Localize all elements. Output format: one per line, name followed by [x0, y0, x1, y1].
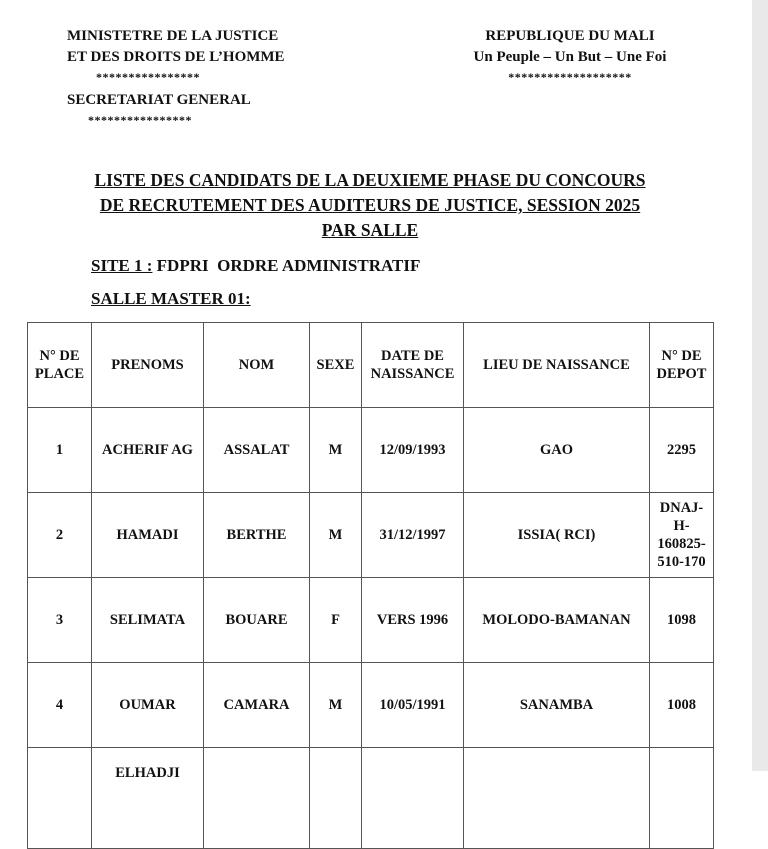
table-row: 1 ACHERIF AG ASSALAT M 12/09/1993 GAO 2295	[27, 407, 714, 493]
cell-prenoms-text: ELHADJI	[115, 765, 180, 781]
cell-sexe: M	[309, 662, 362, 748]
cell-prenoms: ELHADJI	[91, 747, 204, 849]
cell-depot	[649, 747, 714, 849]
cell-prenoms: OUMAR	[91, 662, 204, 748]
cell-depot: 1098	[649, 577, 714, 663]
cell-place: 4	[27, 662, 92, 748]
cell-sexe: M	[309, 492, 362, 578]
ministry-name-line2: ET DES DROITS DE L’HOMME	[67, 49, 285, 65]
cell-nom: BOUARE	[203, 577, 310, 663]
republic-motto: Un Peuple – Un But – Une Foi	[473, 49, 667, 65]
cell-date: VERS 1996	[361, 577, 464, 663]
table-row: ELHADJI	[27, 747, 714, 849]
col-lieu: LIEU DE NAISSANCE	[463, 322, 650, 408]
document-title: LISTE DES CANDIDATS DE LA DEUXIEME PHASE…	[0, 168, 740, 243]
col-prenoms: PRENOMS	[91, 322, 204, 408]
cell-depot: 1008	[649, 662, 714, 748]
cell-date: 10/05/1991	[361, 662, 464, 748]
cell-sexe: F	[309, 577, 362, 663]
site-label: SITE 1 :	[91, 256, 153, 275]
col-date: DATE DE NAISSANCE	[361, 322, 464, 408]
cell-place: 2	[27, 492, 92, 578]
cell-nom: ASSALAT	[203, 407, 310, 493]
col-nom: NOM	[203, 322, 310, 408]
col-place: N° DE PLACE	[27, 322, 92, 408]
ministry-name-line1: MINISTETRE DE LA JUSTICE	[67, 28, 279, 44]
candidates-table: N° DE PLACE PRENOMS NOM SEXE DATE DE NAI…	[27, 322, 714, 849]
cell-date	[361, 747, 464, 849]
col-sexe: SEXE	[309, 322, 362, 408]
cell-nom	[203, 747, 310, 849]
room-heading: SALLE MASTER 01:	[91, 289, 251, 308]
site-value: FDPRI ORDRE ADMINISTRATIF	[152, 256, 421, 275]
cell-depot: DNAJ-H-160825-510-170	[649, 492, 714, 578]
cell-place	[27, 747, 92, 849]
republic-name: REPUBLIQUE DU MALI	[485, 28, 655, 44]
table-header-row: N° DE PLACE PRENOMS NOM SEXE DATE DE NAI…	[27, 322, 714, 408]
title-line: DE RECRUTEMENT DES AUDITEURS DE JUSTICE,…	[99, 195, 641, 215]
cell-depot: 2295	[649, 407, 714, 493]
cell-lieu: ISSIA( RCI)	[463, 492, 650, 578]
site-heading: SITE 1 : FDPRI ORDRE ADMINISTRATIF	[91, 256, 420, 276]
separator-stars: ****************	[96, 70, 200, 84]
cell-nom: CAMARA	[203, 662, 310, 748]
table-row: 3 SELIMATA BOUARE F VERS 1996 MOLODO-BAMANAN 1…	[27, 577, 714, 663]
cell-prenoms: SELIMATA	[91, 577, 204, 663]
cell-prenoms: ACHERIF AG	[91, 407, 204, 493]
separator-stars: ****************	[88, 113, 192, 127]
cell-sexe	[309, 747, 362, 849]
cell-nom: BERTHE	[203, 492, 310, 578]
cell-date: 12/09/1993	[361, 407, 464, 493]
cell-date: 31/12/1997	[361, 492, 464, 578]
cell-place: 1	[27, 407, 92, 493]
cell-lieu: GAO	[463, 407, 650, 493]
col-depot: N° DE DEPOT	[649, 322, 714, 408]
title-line: LISTE DES CANDIDATS DE LA DEUXIEME PHASE…	[94, 170, 646, 190]
cell-lieu: MOLODO-BAMANAN	[463, 577, 650, 663]
separator-stars: *******************	[508, 70, 632, 84]
cell-sexe: M	[309, 407, 362, 493]
secretariat-label: SECRETARIAT GENERAL	[67, 92, 251, 108]
cell-lieu	[463, 747, 650, 849]
cell-prenoms: HAMADI	[91, 492, 204, 578]
viewer-gutter	[752, 0, 768, 771]
title-line: PAR SALLE	[321, 220, 419, 240]
cell-lieu: SANAMBA	[463, 662, 650, 748]
cell-place: 3	[27, 577, 92, 663]
table-row: 4 OUMAR CAMARA M 10/05/1991 SANAMBA 1008	[27, 662, 714, 748]
table-row: 2 HAMADI BERTHE M 31/12/1997 ISSIA( RCI) DNAJ-…	[27, 492, 714, 578]
